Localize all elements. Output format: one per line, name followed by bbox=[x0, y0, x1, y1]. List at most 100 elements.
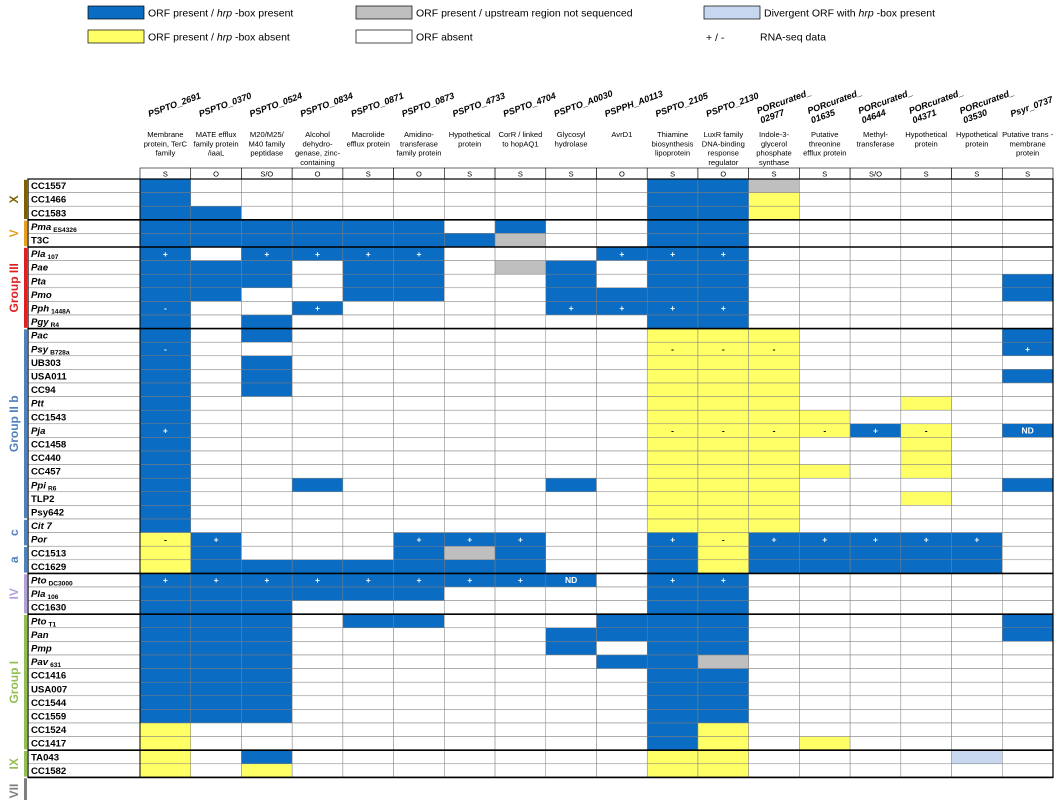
matrix-cell bbox=[596, 341, 648, 357]
matrix-cell bbox=[849, 613, 902, 629]
matrix-cell bbox=[494, 763, 547, 778]
matrix-cell bbox=[596, 600, 648, 615]
matrix-cell bbox=[748, 573, 800, 588]
rnaseq-mark: + bbox=[822, 534, 827, 544]
group-name: c bbox=[7, 529, 21, 536]
matrix-cell bbox=[900, 559, 952, 574]
matrix-cell bbox=[190, 328, 242, 343]
matrix-cell bbox=[241, 736, 293, 751]
matrix-cell bbox=[444, 668, 496, 683]
matrix-cell bbox=[139, 178, 191, 193]
matrix-cell bbox=[393, 586, 445, 601]
matrix-cell bbox=[799, 219, 851, 234]
matrix-cell bbox=[139, 627, 191, 642]
matrix-cell bbox=[799, 382, 851, 397]
matrix-cell bbox=[849, 287, 902, 302]
strain-name: CC1513 bbox=[31, 548, 66, 559]
matrix-cell bbox=[139, 396, 191, 411]
matrix-cell bbox=[494, 260, 547, 275]
matrix-cell bbox=[444, 477, 496, 493]
matrix-cell bbox=[241, 314, 293, 329]
matrix-cell bbox=[951, 219, 1003, 234]
matrix-cell bbox=[291, 355, 344, 370]
gene-id-label: PSPTO_2130 bbox=[705, 91, 760, 119]
matrix-cell bbox=[444, 749, 496, 765]
matrix-cell bbox=[393, 382, 445, 397]
matrix-cell bbox=[799, 491, 851, 506]
table-row bbox=[139, 314, 1054, 329]
matrix-cell bbox=[900, 273, 952, 289]
strain-name: CC1466 bbox=[31, 195, 66, 206]
matrix-cell bbox=[849, 641, 902, 656]
matrix-cell bbox=[494, 423, 547, 438]
matrix-cell bbox=[393, 668, 445, 683]
matrix-cell bbox=[748, 613, 800, 629]
matrix-cell bbox=[139, 505, 191, 520]
matrix-cell bbox=[697, 505, 749, 520]
matrix-cell bbox=[444, 627, 496, 642]
matrix-cell bbox=[241, 641, 293, 656]
strain-name: Pto DC3000 bbox=[31, 576, 73, 588]
matrix-cell bbox=[849, 301, 902, 316]
strain-name: CC440 bbox=[31, 453, 61, 464]
strain-labels: CC1557 CC1466 CC1583 Pma ES4326 T3C Pla 107 Pae P… bbox=[27, 178, 141, 778]
matrix-cell bbox=[393, 505, 445, 520]
presence-grid: + + + + + + + +- + + + + +- - - - ++ - - - - + - ND- + + + + + - + + + + +… bbox=[139, 178, 1054, 778]
matrix-cell bbox=[849, 260, 902, 275]
matrix-cell bbox=[697, 192, 749, 207]
matrix-cell bbox=[494, 668, 547, 683]
matrix-cell bbox=[190, 450, 242, 465]
matrix-cell bbox=[646, 314, 699, 329]
matrix-cell bbox=[849, 355, 902, 370]
rnaseq-mark: + bbox=[873, 534, 878, 544]
rnaseq-mark: ND bbox=[565, 575, 577, 585]
matrix-cell bbox=[291, 681, 344, 697]
matrix-cell bbox=[697, 763, 749, 778]
matrix-cell bbox=[139, 314, 191, 329]
matrix-cell bbox=[393, 273, 445, 289]
matrix-cell bbox=[444, 287, 496, 302]
matrix-cell bbox=[241, 437, 293, 452]
matrix-cell bbox=[799, 246, 851, 261]
matrix-cell bbox=[596, 573, 648, 588]
matrix-cell bbox=[596, 287, 648, 302]
matrix-cell bbox=[646, 749, 699, 765]
matrix-cell bbox=[241, 287, 293, 302]
matrix-cell bbox=[646, 586, 699, 601]
matrix-cell bbox=[241, 749, 293, 765]
matrix-cell bbox=[342, 369, 394, 384]
matrix-cell bbox=[444, 505, 496, 520]
matrix-cell bbox=[393, 314, 445, 329]
matrix-cell bbox=[545, 260, 597, 275]
table-row bbox=[139, 681, 1054, 697]
matrix-cell bbox=[342, 396, 394, 411]
matrix-cell bbox=[342, 437, 394, 452]
group-name: IX bbox=[7, 758, 21, 769]
group-label: Group II b bbox=[7, 329, 27, 519]
matrix-cell bbox=[190, 559, 242, 574]
matrix-cell bbox=[900, 355, 952, 370]
matrix-cell bbox=[291, 273, 344, 289]
gene-description: M20/M25/M40 family peptidase bbox=[248, 130, 285, 158]
matrix-cell bbox=[342, 192, 394, 207]
matrix-cell bbox=[291, 736, 344, 751]
strain-name: CC457 bbox=[31, 467, 61, 478]
strain-name: Pac bbox=[31, 331, 49, 342]
column-header: PSPTO_0873 Amidino-transferase family prot… bbox=[393, 91, 456, 180]
matrix-cell bbox=[748, 355, 800, 370]
matrix-cell bbox=[190, 477, 242, 493]
gene-id-label: PSPTO_4733 bbox=[451, 91, 506, 119]
matrix-cell bbox=[444, 722, 496, 737]
matrix-cell bbox=[900, 178, 952, 193]
matrix-cell bbox=[799, 369, 851, 384]
matrix-cell bbox=[190, 600, 242, 615]
matrix-cell bbox=[190, 260, 242, 275]
matrix-cell bbox=[748, 273, 800, 289]
gene-id-label: Psyr_0737 bbox=[1009, 94, 1055, 119]
gene-description: AvrD1 bbox=[611, 130, 632, 139]
rnaseq-mark: - bbox=[671, 344, 674, 354]
matrix-cell bbox=[697, 178, 749, 193]
matrix-cell bbox=[545, 668, 597, 683]
matrix-cell bbox=[393, 396, 445, 411]
matrix-cell bbox=[190, 273, 242, 289]
